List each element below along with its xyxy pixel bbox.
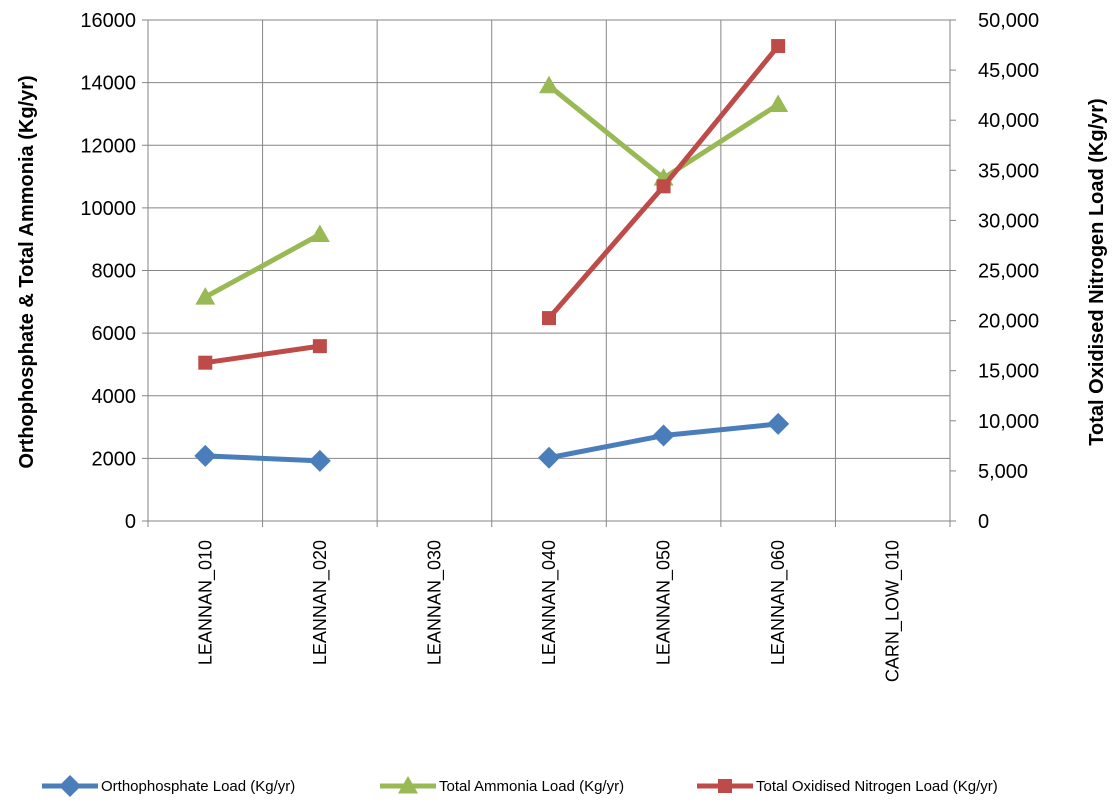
right-tick-label: 25,000 [978,261,1039,283]
right-tick-label: 35,000 [978,160,1039,182]
data-point [538,446,560,469]
left-tick-label: 6000 [92,323,137,345]
category-label: CARN_LOW_010 [883,540,904,682]
data-point [312,339,327,354]
axes [142,19,956,527]
left-tick-label: 10000 [80,198,136,220]
legend-swatch-marker [718,779,732,793]
legend-label: Orthophosphate Load (Kg/yr) [101,778,295,795]
category-label: LEANNAN_010 [195,540,216,665]
category-label: LEANNAN_040 [539,540,560,665]
data-point [542,311,556,326]
data-point [652,424,675,447]
series-group [194,39,790,472]
right-tick-label: 20,000 [978,311,1039,333]
left-tick-label: 12000 [80,135,136,157]
right-axis-title: Total Oxidised Nitrogen Load (Kg/yr) [1086,98,1108,445]
series-line [204,343,321,366]
left-tick-label: 2000 [92,448,137,470]
right-tick-label: 10,000 [978,411,1039,433]
legend-item: Total Ammonia Load (Kg/yr) [380,776,624,795]
right-tick-label: 40,000 [978,110,1039,132]
category-label: LEANNAN_030 [424,540,445,665]
series-line [547,83,780,181]
right-tick-label: 0 [978,511,989,533]
series-line [205,453,320,464]
legend-item: Orthophosphate Load (Kg/yr) [42,775,295,797]
data-point [771,39,786,54]
left-tick-label: 8000 [92,261,137,283]
category-label: LEANNAN_060 [768,540,789,665]
series-1 [194,412,790,472]
gridlines [148,19,950,521]
right-tick-label: 45,000 [978,60,1039,82]
legend-swatch-marker [59,775,81,797]
left-axis-ticks: 0 2000 4000 6000 8000 10000 12000 14000 16000 [80,10,136,533]
legend-label: Total Ammonia Load (Kg/yr) [439,778,624,795]
right-tick-label: 15,000 [978,361,1039,383]
category-labels: LEANNAN_010 LEANNAN_020 LEANNAN_030 LEANNAN… [195,540,903,682]
data-point [767,412,790,435]
data-point [194,444,217,467]
right-tick-label: 5,000 [978,461,1028,483]
left-tick-label: 16000 [80,10,136,32]
data-point [768,94,789,113]
left-tick-label: 14000 [80,73,136,95]
left-tick-label: 4000 [92,386,137,408]
data-point [308,449,331,472]
category-label: LEANNAN_020 [310,540,331,665]
legend-item: Total Oxidised Nitrogen Load (Kg/yr) [697,778,998,795]
legend-swatch-marker [398,776,418,794]
legend: Orthophosphate Load (Kg/yr) Total Ammonia… [42,775,998,797]
left-axis-title: Orthophosphate & Total Ammonia (Kg/yr) [16,75,38,468]
right-tick-label: 50,000 [978,10,1039,32]
data-point [539,75,559,94]
right-tick-label: 30,000 [978,210,1039,232]
series-line [204,232,322,300]
data-point [195,287,216,305]
data-point [309,224,330,242]
right-axis-ticks: 0 5,000 10,000 15,000 20,000 25,000 30,000 35,0… [978,10,1039,533]
left-tick-label: 0 [125,511,136,533]
legend-label: Total Oxidised Nitrogen Load (Kg/yr) [756,778,998,795]
data-point [656,179,671,194]
series-2 [195,75,789,305]
data-point [198,355,213,370]
series-3 [198,39,786,370]
category-label: LEANNAN_050 [654,540,675,665]
